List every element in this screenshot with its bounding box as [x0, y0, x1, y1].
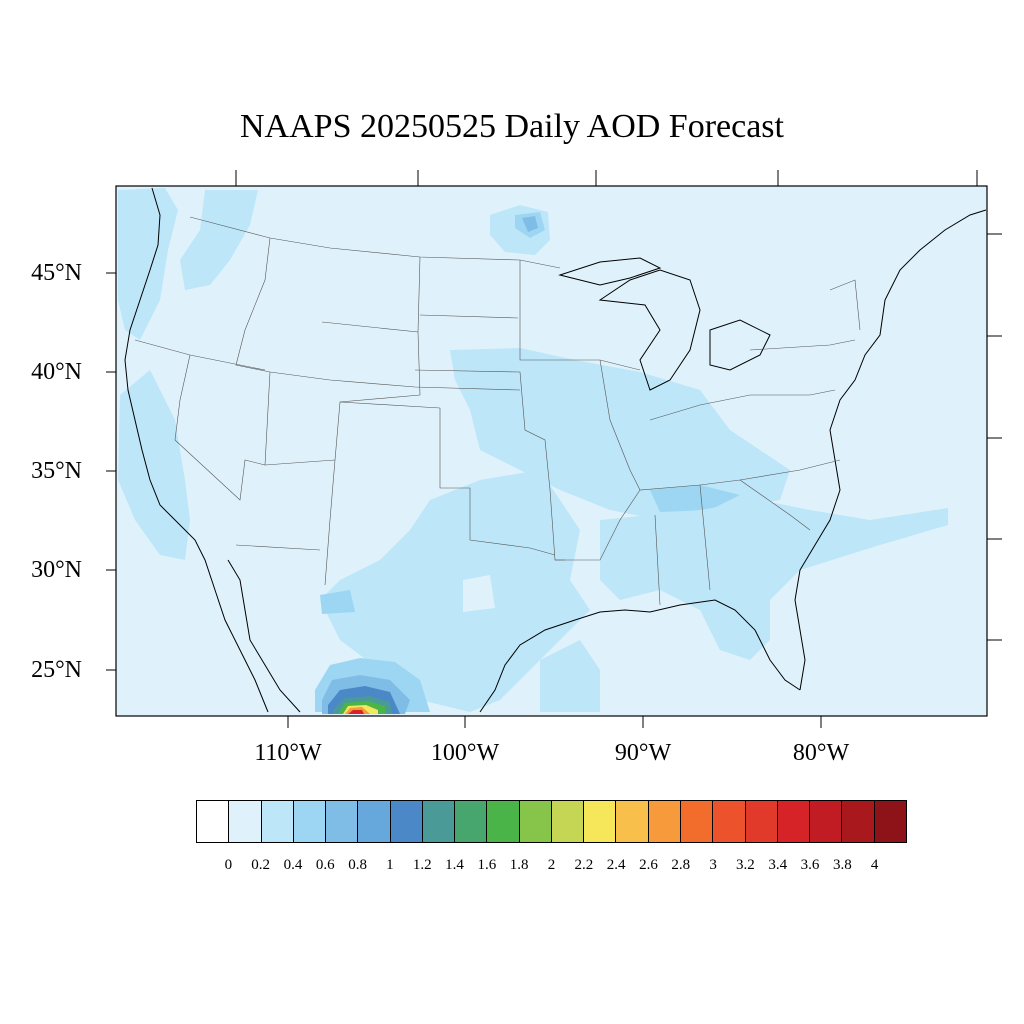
- state-boundaries: [134, 216, 861, 606]
- colorbar-swatch: [455, 801, 488, 842]
- colorbar-label: 2.4: [606, 857, 626, 873]
- aod-shading: [118, 188, 948, 714]
- colorbar-label: 1.6: [477, 857, 497, 873]
- colorbar-label: 3.6: [800, 857, 820, 873]
- colorbar-swatch: [680, 801, 714, 842]
- colorbar-label: 0.2: [251, 857, 270, 873]
- lat-label-35: 35°N: [31, 458, 82, 484]
- colorbar-label: 1: [386, 857, 394, 873]
- colorbar-label: 3.8: [832, 857, 852, 873]
- colorbar-swatch: [487, 801, 520, 842]
- coastlines: [124, 187, 987, 713]
- colorbar-label: 3.2: [736, 857, 755, 873]
- colorbar-label: 0.4: [283, 857, 303, 873]
- colorbar-swatch: [197, 801, 230, 842]
- colorbar-label: 0.6: [315, 857, 335, 873]
- colorbar-swatch: [616, 801, 649, 842]
- colorbar-swatch: [261, 801, 294, 842]
- colorbar-label: 3: [709, 857, 717, 873]
- colorbar-swatch: [777, 801, 811, 842]
- colorbar-swatch: [842, 801, 875, 842]
- colorbar-label: 4: [870, 857, 879, 873]
- colorbar-label: 2.8: [671, 857, 691, 873]
- lon-label-110w: 110°W: [254, 740, 322, 766]
- map-frame: [115, 185, 988, 717]
- colorbar-label: 2.2: [574, 857, 594, 873]
- colorbar-swatch: [390, 801, 423, 842]
- colorbar-swatch: [713, 801, 746, 842]
- map-title: NAAPS 20250525 Daily AOD Forecast: [240, 108, 784, 145]
- lon-label-100w: 100°W: [430, 740, 500, 766]
- colorbar: [196, 800, 907, 843]
- colorbar-swatch: [326, 801, 359, 842]
- colorbar-swatch: [874, 801, 906, 842]
- colorbar-label: 1.4: [445, 857, 464, 873]
- colorbar-swatch: [745, 801, 778, 842]
- lat-label-40: 40°N: [31, 359, 82, 385]
- colorbar-label: 1.8: [509, 857, 529, 873]
- lat-label-25: 25°N: [31, 657, 82, 683]
- colorbar-label: 2.6: [639, 857, 658, 873]
- lon-label-80w: 80°W: [792, 740, 850, 766]
- colorbar-label: 2: [547, 857, 556, 873]
- lat-label-30: 30°N: [31, 557, 82, 583]
- colorbar-label: 1.2: [412, 857, 432, 873]
- colorbar-label: 0: [224, 857, 233, 873]
- colorbar-swatch: [810, 801, 843, 842]
- colorbar-swatch: [229, 801, 262, 842]
- colorbar-swatch: [358, 801, 391, 842]
- colorbar-swatch: [293, 801, 327, 842]
- colorbar-swatch: [648, 801, 681, 842]
- axis-ticks: [106, 170, 1002, 728]
- colorbar-swatch: [422, 801, 456, 842]
- colorbar-swatch: [519, 801, 552, 842]
- colorbar-label: 3.4: [768, 857, 788, 873]
- colorbar-swatch: [551, 801, 585, 842]
- colorbar-swatch: [584, 801, 617, 842]
- lon-label-90w: 90°W: [614, 740, 672, 766]
- colorbar-label: 0.8: [348, 857, 367, 873]
- lat-label-45: 45°N: [31, 260, 82, 286]
